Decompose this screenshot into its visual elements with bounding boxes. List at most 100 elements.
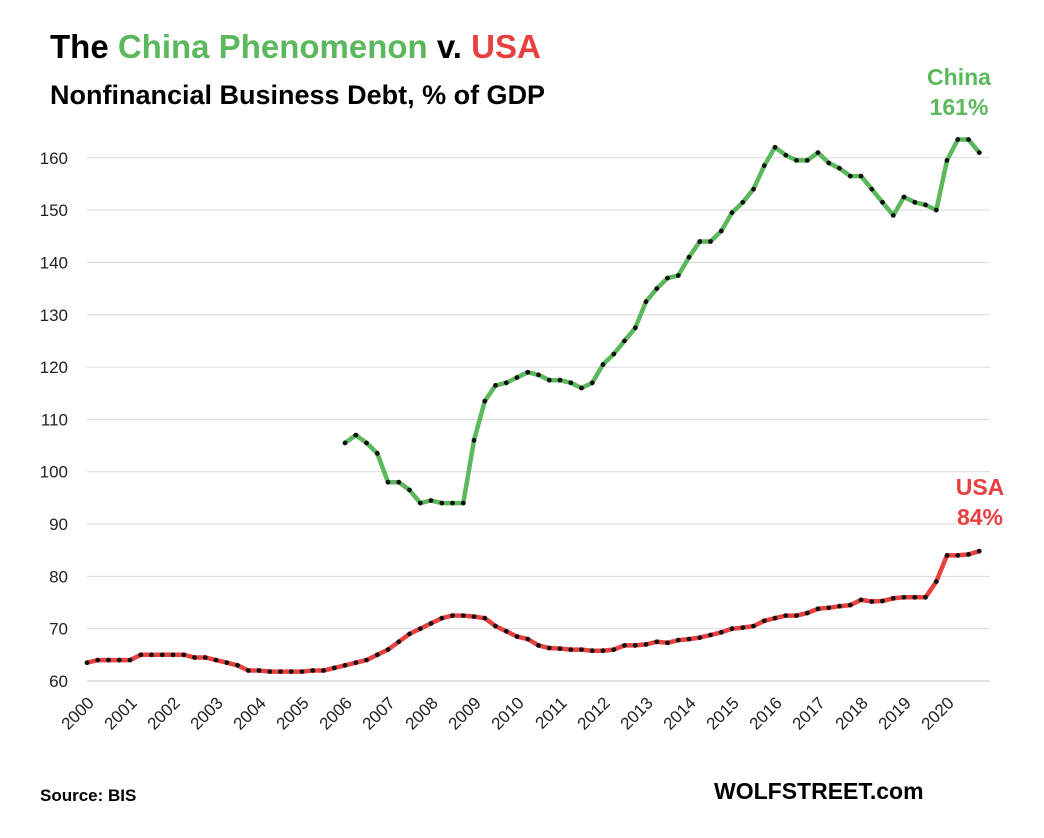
china-data-point (976, 150, 982, 156)
x-tick-label: 2005 (273, 693, 313, 733)
usa-data-point (708, 632, 713, 638)
x-tick-label: 2012 (574, 693, 614, 733)
china-data-point (815, 150, 821, 156)
china-data-point (482, 398, 488, 404)
usa-data-point (718, 629, 724, 635)
usa-data-point (858, 597, 864, 603)
china-data-point (923, 202, 928, 208)
china-data-point (654, 286, 660, 291)
usa-data-point (299, 669, 305, 674)
x-tick-label: 2008 (402, 693, 442, 733)
chart-subtitle: Nonfinancial Business Debt, % of GDP (50, 80, 546, 110)
usa-data-point (665, 640, 670, 646)
usa-data-point (761, 618, 767, 624)
usa-data-point (697, 635, 703, 640)
usa-data-point (804, 610, 810, 616)
usa-data-point (568, 647, 574, 652)
china-end-name: China (927, 64, 991, 90)
usa-data-point (966, 552, 971, 557)
chart-title: The China Phenomenon v. USA (50, 28, 541, 66)
usa-data-point (837, 603, 842, 609)
china-data-point (772, 144, 778, 150)
china-data-point (933, 207, 939, 213)
china-data-point (407, 487, 412, 493)
usa-data-point (159, 652, 165, 658)
china-data-point (568, 380, 574, 386)
china-data-point (546, 377, 552, 383)
x-tick-label: 2014 (660, 693, 700, 733)
usa-data-point (880, 598, 885, 604)
china-data-point (751, 186, 756, 192)
china-data-point (611, 351, 617, 357)
usa-data-point (525, 636, 531, 642)
usa-data-point (976, 548, 982, 554)
usa-data-point (686, 636, 692, 642)
title-usa: USA (471, 28, 541, 65)
usa-data-point (450, 613, 455, 618)
usa-data-point (589, 648, 595, 654)
usa-end-name: USA (955, 474, 1005, 500)
usa-data-point (955, 553, 961, 558)
china-data-point (880, 199, 885, 205)
china-data-point (600, 362, 606, 367)
usa-end-label: USA 84% (930, 472, 1030, 532)
china-data-point (643, 299, 649, 305)
usa-data-point (106, 657, 111, 663)
usa-series-line (84, 548, 982, 674)
china-data-point (901, 194, 907, 200)
usa-data-point (514, 634, 520, 639)
usa-data-point (944, 553, 950, 558)
title-mid: v. (427, 28, 472, 65)
usa-data-point (396, 639, 402, 645)
usa-data-point (751, 623, 756, 629)
china-data-point (858, 173, 864, 179)
china-data-point (417, 500, 423, 506)
china-data-point (514, 375, 520, 380)
china-data-point (439, 500, 445, 506)
usa-data-point (84, 660, 90, 666)
china-data-point (536, 372, 541, 378)
x-tick-label: 2002 (144, 693, 184, 733)
china-data-point (622, 338, 627, 344)
usa-data-point (235, 662, 240, 668)
china-data-point (826, 160, 832, 166)
china-data-point (912, 199, 918, 205)
usa-data-point (890, 595, 896, 601)
y-tick-label: 120 (40, 358, 68, 377)
usa-data-point (192, 655, 197, 660)
usa-data-point (149, 652, 154, 658)
y-tick-label: 130 (40, 306, 68, 325)
china-data-point (665, 275, 670, 281)
x-tick-label: 2000 (58, 693, 98, 733)
china-data-point (966, 137, 971, 142)
usa-data-point (202, 655, 208, 660)
usa-data-point (471, 614, 477, 619)
usa-data-point (794, 613, 799, 618)
usa-data-point (933, 579, 939, 584)
china-data-point (804, 158, 810, 163)
china-data-point (374, 451, 380, 456)
x-tick-label: 2009 (445, 693, 485, 733)
china-data-point (364, 440, 369, 446)
usa-data-point (310, 668, 316, 673)
usa-data-point (95, 657, 101, 663)
x-tick-label: 2015 (703, 693, 743, 733)
y-tick-label: 100 (40, 463, 68, 482)
usa-data-point (654, 639, 660, 645)
china-data-point (493, 383, 498, 388)
china-data-point (503, 380, 509, 386)
y-tick-label: 160 (40, 149, 68, 168)
china-data-point (708, 239, 713, 244)
usa-data-point (127, 657, 133, 663)
china-data-point (783, 152, 789, 158)
china-data-point (460, 500, 466, 506)
usa-data-point (600, 648, 606, 654)
usa-data-point (923, 594, 928, 600)
china-series-line (342, 137, 982, 506)
y-tick-label: 60 (49, 672, 68, 691)
usa-data-point (245, 668, 251, 673)
usa-data-point (407, 631, 412, 637)
title-prefix: The (50, 28, 118, 65)
usa-data-point (224, 660, 230, 666)
usa-data-point (460, 613, 466, 618)
